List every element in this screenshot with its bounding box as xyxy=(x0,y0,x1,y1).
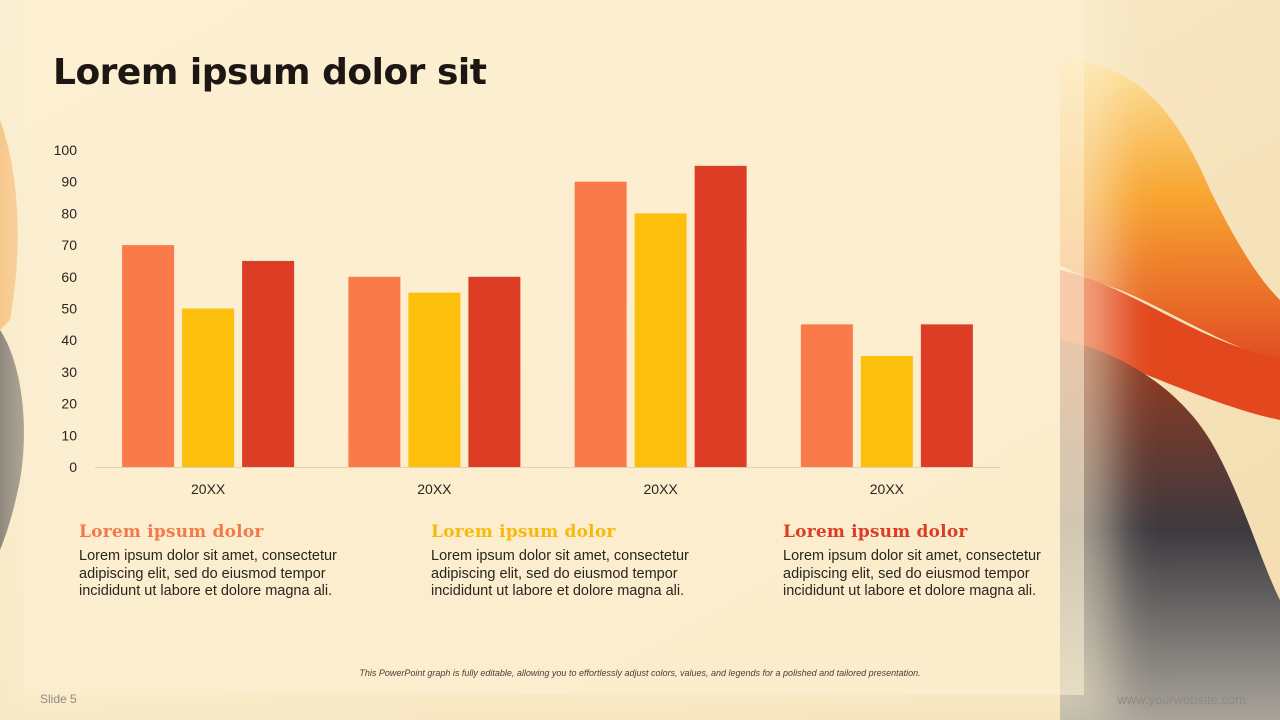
bar xyxy=(694,165,747,467)
bar xyxy=(920,324,973,467)
x-tick-label: 20XX xyxy=(417,481,452,497)
text-column-2: Lorem ipsum dolor Lorem ipsum dolor sit … xyxy=(431,522,691,601)
y-tick-label: 80 xyxy=(61,205,77,221)
bar xyxy=(122,245,175,467)
footnote: This PowerPoint graph is fully editable,… xyxy=(359,668,921,678)
y-tick-label: 50 xyxy=(61,301,77,317)
slide-title: Lorem ipsum dolor sit xyxy=(53,52,487,93)
bar-chart: 0 10 20 30 40 50 60 70 80 90 100 20XX 20XX 20XX 20XX xyxy=(54,142,1000,497)
bar xyxy=(182,308,235,467)
x-axis-labels: 20XX 20XX 20XX 20XX xyxy=(191,481,905,497)
bar xyxy=(408,292,461,467)
y-tick-label: 30 xyxy=(61,364,77,380)
y-tick-label: 90 xyxy=(61,174,77,190)
bar xyxy=(348,276,401,467)
column-body: Lorem ipsum dolor sit amet, consectetur … xyxy=(79,548,337,599)
column-body: Lorem ipsum dolor sit amet, consectetur … xyxy=(431,548,689,599)
bar xyxy=(242,260,295,467)
wave-orange-left xyxy=(0,120,18,330)
slide-number: Slide 5 xyxy=(40,692,77,706)
column-heading: Lorem ipsum dolor xyxy=(79,522,264,542)
text-column-1: Lorem ipsum dolor Lorem ipsum dolor sit … xyxy=(79,522,339,601)
wave-orange-right xyxy=(1060,60,1280,360)
x-tick-label: 20XX xyxy=(191,481,226,497)
bar xyxy=(634,213,687,467)
bars-group xyxy=(122,165,973,467)
wave-red-right xyxy=(1060,270,1280,420)
bar xyxy=(468,276,521,467)
y-tick-label: 0 xyxy=(69,459,77,475)
wave-dark-right xyxy=(1060,340,1280,720)
x-tick-label: 20XX xyxy=(870,481,905,497)
y-tick-label: 70 xyxy=(61,237,77,253)
y-tick-label: 60 xyxy=(61,269,77,285)
y-tick-label: 10 xyxy=(61,427,77,443)
text-column-3: Lorem ipsum dolor Lorem ipsum dolor sit … xyxy=(783,522,1043,601)
wave-dark-left xyxy=(0,330,24,550)
column-heading: Lorem ipsum dolor xyxy=(431,522,616,542)
column-body: Lorem ipsum dolor sit amet, consectetur … xyxy=(783,548,1041,599)
column-heading: Lorem ipsum dolor xyxy=(783,522,968,542)
website-link[interactable]: www.yourwebsite.com xyxy=(1117,692,1246,707)
y-tick-label: 100 xyxy=(54,142,78,158)
y-axis-ticks: 0 10 20 30 40 50 60 70 80 90 100 xyxy=(54,142,78,475)
x-tick-label: 20XX xyxy=(644,481,679,497)
bar xyxy=(800,324,853,467)
bar xyxy=(574,181,627,467)
y-tick-label: 40 xyxy=(61,332,77,348)
y-tick-label: 20 xyxy=(61,396,77,412)
bar xyxy=(860,356,913,467)
